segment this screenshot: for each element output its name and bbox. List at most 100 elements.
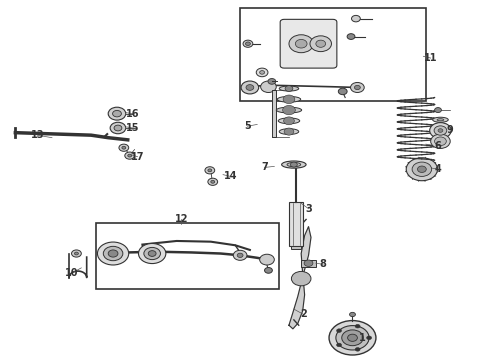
Text: 4: 4 (435, 164, 441, 174)
Ellipse shape (279, 129, 299, 134)
Text: 17: 17 (131, 152, 144, 162)
Text: 10: 10 (65, 268, 78, 278)
Circle shape (367, 336, 371, 339)
Circle shape (347, 334, 357, 341)
Circle shape (434, 126, 447, 135)
Circle shape (72, 250, 81, 257)
Circle shape (119, 144, 129, 151)
Circle shape (205, 167, 215, 174)
Text: 14: 14 (223, 171, 237, 181)
Circle shape (337, 343, 342, 347)
Circle shape (295, 40, 307, 48)
Circle shape (144, 247, 160, 260)
Circle shape (292, 271, 311, 286)
Bar (272, 90, 276, 137)
Circle shape (114, 125, 122, 131)
Circle shape (241, 81, 259, 94)
Ellipse shape (287, 162, 301, 167)
Circle shape (128, 154, 132, 157)
Circle shape (355, 348, 360, 351)
Circle shape (329, 320, 376, 355)
Text: 6: 6 (435, 141, 441, 151)
Circle shape (113, 111, 122, 117)
Circle shape (435, 108, 441, 113)
Text: 5: 5 (244, 121, 251, 131)
Circle shape (260, 71, 265, 74)
Circle shape (351, 15, 360, 22)
Circle shape (417, 166, 426, 172)
Bar (290, 202, 303, 246)
Text: 12: 12 (175, 215, 188, 224)
Circle shape (237, 253, 243, 257)
Circle shape (355, 324, 360, 328)
Text: 9: 9 (447, 125, 454, 135)
Circle shape (304, 260, 313, 266)
Text: 16: 16 (126, 109, 139, 119)
Ellipse shape (279, 86, 299, 91)
Circle shape (110, 122, 126, 134)
Circle shape (310, 36, 331, 51)
Bar (292, 246, 301, 249)
Bar (96, 223, 279, 289)
Circle shape (245, 42, 250, 45)
Circle shape (233, 250, 247, 260)
Circle shape (354, 85, 360, 90)
Text: 3: 3 (305, 204, 312, 214)
Circle shape (294, 162, 299, 166)
Text: 11: 11 (424, 53, 438, 63)
Circle shape (268, 78, 276, 84)
Ellipse shape (282, 161, 306, 168)
Circle shape (103, 246, 123, 261)
Circle shape (261, 81, 276, 93)
Circle shape (350, 82, 364, 93)
Circle shape (139, 243, 166, 264)
Bar (240, 8, 426, 101)
Text: 1: 1 (359, 333, 366, 343)
Circle shape (283, 95, 295, 104)
Text: 15: 15 (126, 123, 139, 133)
Circle shape (438, 129, 443, 132)
Circle shape (289, 35, 314, 53)
Circle shape (243, 40, 253, 47)
Bar (301, 260, 316, 267)
Circle shape (211, 180, 215, 183)
Circle shape (208, 169, 212, 172)
Circle shape (430, 123, 451, 138)
Text: 8: 8 (320, 259, 327, 269)
Circle shape (316, 40, 326, 47)
Ellipse shape (276, 107, 302, 113)
Circle shape (342, 330, 363, 346)
Circle shape (291, 162, 297, 167)
Circle shape (435, 137, 446, 145)
Circle shape (122, 146, 126, 149)
Circle shape (406, 158, 438, 181)
Circle shape (336, 325, 369, 350)
Circle shape (208, 178, 218, 185)
Circle shape (338, 88, 347, 95)
Ellipse shape (278, 118, 300, 124)
Ellipse shape (277, 96, 301, 102)
Text: 7: 7 (261, 162, 268, 172)
Circle shape (285, 86, 293, 91)
Circle shape (347, 34, 355, 40)
Ellipse shape (437, 119, 444, 121)
Circle shape (431, 134, 450, 148)
Circle shape (284, 117, 294, 125)
Circle shape (246, 85, 254, 90)
Circle shape (260, 254, 274, 265)
Circle shape (256, 68, 268, 77)
Circle shape (108, 250, 118, 257)
Circle shape (98, 242, 129, 265)
Ellipse shape (433, 117, 448, 122)
Circle shape (125, 152, 135, 159)
Circle shape (412, 162, 432, 176)
Circle shape (74, 252, 78, 255)
Circle shape (283, 105, 295, 115)
Circle shape (265, 267, 272, 273)
Circle shape (349, 312, 355, 317)
Polygon shape (289, 226, 311, 329)
Text: 2: 2 (300, 310, 307, 319)
Text: 13: 13 (30, 130, 44, 140)
Circle shape (108, 107, 126, 120)
Circle shape (284, 128, 294, 135)
